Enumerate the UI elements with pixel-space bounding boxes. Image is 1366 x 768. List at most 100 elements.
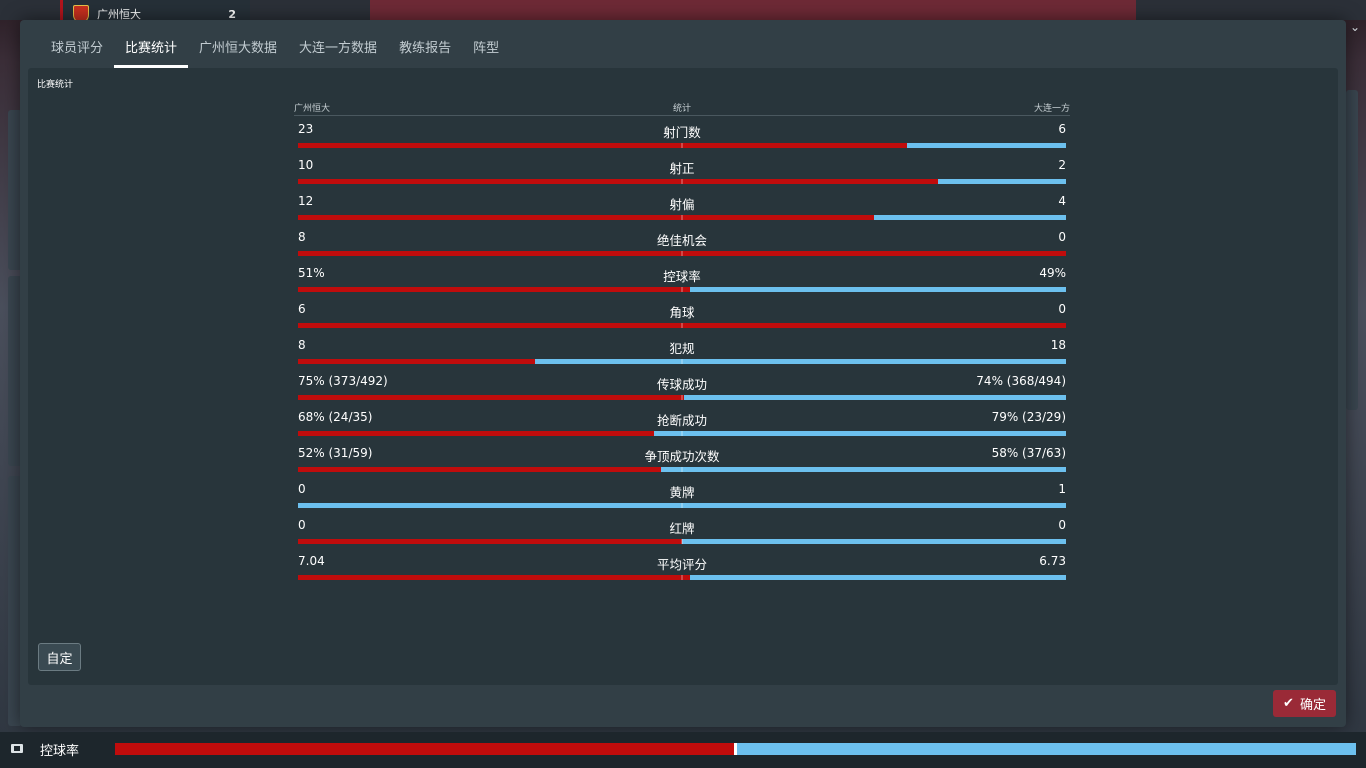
stat-away-value: 0 (1058, 230, 1066, 244)
stat-comparison-bar (298, 431, 1066, 436)
stat-midline (681, 359, 683, 364)
stat-midline (681, 575, 683, 580)
stat-home-value: 7.04 (298, 554, 325, 568)
stat-home-value: 23 (298, 122, 314, 136)
stat-midline (681, 431, 683, 436)
stat-row: 52% (31/59) 争顶成功次数 58% (37/63) (298, 446, 1066, 482)
stat-home-value: 75% (373/492) (298, 374, 388, 388)
stat-label: 控球率 (663, 269, 701, 284)
stat-label: 射偏 (669, 197, 695, 212)
stat-home-fill (298, 395, 685, 400)
stat-comparison-bar (298, 143, 1066, 148)
stat-home-fill (298, 215, 874, 220)
stat-midline (681, 467, 683, 472)
stat-row: 8 犯规 18 (298, 338, 1066, 374)
stat-comparison-bar (298, 395, 1066, 400)
header-home-team: 广州恒大 (294, 104, 331, 114)
stat-home-fill (298, 359, 535, 364)
stat-home-fill (298, 467, 662, 472)
stat-home-value: 6 (298, 302, 306, 316)
stat-away-value: 6 (1058, 122, 1066, 136)
stat-row: 8 绝佳机会 0 (298, 230, 1066, 266)
stat-away-value: 18 (1050, 338, 1066, 352)
stat-label: 争顶成功次数 (644, 449, 720, 464)
stat-row: 0 黄牌 1 (298, 482, 1066, 518)
stat-label: 射正 (669, 161, 695, 176)
stat-midline (681, 539, 683, 544)
tab-3[interactable]: 大连一方数据 (299, 41, 378, 56)
stat-row: 7.04 平均评分 6.73 (298, 554, 1066, 590)
background-side-panel (1346, 90, 1358, 410)
stat-home-value: 8 (298, 230, 306, 244)
stat-comparison-bar (298, 323, 1066, 328)
stat-comparison-bar (298, 359, 1066, 364)
stat-midline (681, 395, 683, 400)
stat-home-value: 68% (24/35) (298, 410, 373, 424)
stats-table-header: 广州恒大 统计 大连一方 (294, 100, 1070, 116)
stat-row: 0 红牌 0 (298, 518, 1066, 554)
stat-comparison-bar (298, 467, 1066, 472)
stat-home-fill (298, 143, 908, 148)
stat-row: 12 射偏 4 (298, 194, 1066, 230)
stat-row: 10 射正 2 (298, 158, 1066, 194)
stat-home-fill (298, 179, 938, 184)
stat-away-value: 79% (23/29) (991, 410, 1066, 424)
stat-label: 黄牌 (669, 485, 695, 500)
stat-comparison-bar (298, 179, 1066, 184)
stat-home-value: 52% (31/59) (298, 446, 373, 460)
stat-row: 51% 控球率 49% (298, 266, 1066, 302)
stats-content-panel: 比赛统计 广州恒大 统计 大连一方 23 射门数 6 10 射正 2 12 射偏 4 8 绝佳机会 0… (28, 68, 1338, 685)
stat-home-fill (298, 575, 691, 580)
stat-comparison-bar (298, 539, 1066, 544)
possession-bar (115, 743, 1356, 755)
bottom-stat-bar: 控球率 (0, 732, 1366, 768)
dialog-tabs: 球员评分 比赛统计 广州恒大数据 大连一方数据 教练报告 阵型 (40, 40, 510, 68)
confirm-button[interactable]: ✔ 确定 (1273, 690, 1336, 717)
stat-row: 6 角球 0 (298, 302, 1066, 338)
tab-4[interactable]: 教练报告 (399, 41, 452, 56)
custom-button[interactable]: 自定 (38, 643, 81, 671)
stat-comparison-bar (298, 287, 1066, 292)
stat-home-value: 8 (298, 338, 306, 352)
header-away-team: 大连一方 (1033, 104, 1070, 114)
stat-comparison-bar (298, 503, 1066, 508)
stat-label: 绝佳机会 (656, 233, 707, 248)
stat-away-value: 1 (1058, 482, 1066, 496)
stat-away-value: 0 (1058, 518, 1066, 532)
header-stat-column: 统计 (672, 104, 691, 114)
stat-home-fill (298, 431, 654, 436)
stat-home-fill (298, 251, 1066, 256)
stats-list: 23 射门数 6 10 射正 2 12 射偏 4 8 绝佳机会 0 51% 控球率 49% 6 角球 0 8 犯规 18… (298, 122, 1066, 590)
stat-home-fill (298, 287, 690, 292)
stat-row: 68% (24/35) 抢断成功 79% (23/29) (298, 410, 1066, 446)
stat-home-fill (298, 323, 1066, 328)
stat-midline (681, 143, 683, 148)
stat-label: 角球 (669, 305, 695, 320)
scoreboard-goals: 2 (228, 7, 236, 21)
check-icon: ✔ (1283, 696, 1294, 711)
stat-away-value: 4 (1058, 194, 1066, 208)
tab-0[interactable]: 球员评分 (51, 41, 104, 56)
background-side-panel (8, 110, 22, 270)
possession-home-fill (115, 743, 736, 755)
possession-midline (734, 743, 737, 755)
background-side-panel (8, 476, 22, 726)
stat-home-value: 10 (298, 158, 314, 172)
stat-home-value: 12 (298, 194, 314, 208)
stat-midline (681, 179, 683, 184)
stat-midline (681, 251, 683, 256)
stat-label: 犯规 (669, 341, 695, 356)
stat-home-value: 0 (298, 518, 306, 532)
stat-away-value: 0 (1058, 302, 1066, 316)
stat-midline (681, 323, 683, 328)
tab-5[interactable]: 阵型 (473, 41, 500, 56)
stat-away-value: 58% (37/63) (991, 446, 1066, 460)
background-side-panel (8, 276, 22, 466)
stat-comparison-bar (298, 215, 1066, 220)
stat-home-fill (298, 539, 682, 544)
chevron-down-icon[interactable]: ⌄ (1349, 20, 1360, 34)
tab-2[interactable]: 广州恒大数据 (199, 41, 278, 56)
stat-comparison-bar (298, 251, 1066, 256)
stat-comparison-bar (298, 575, 1066, 580)
tab-1[interactable]: 比赛统计 (114, 40, 189, 68)
